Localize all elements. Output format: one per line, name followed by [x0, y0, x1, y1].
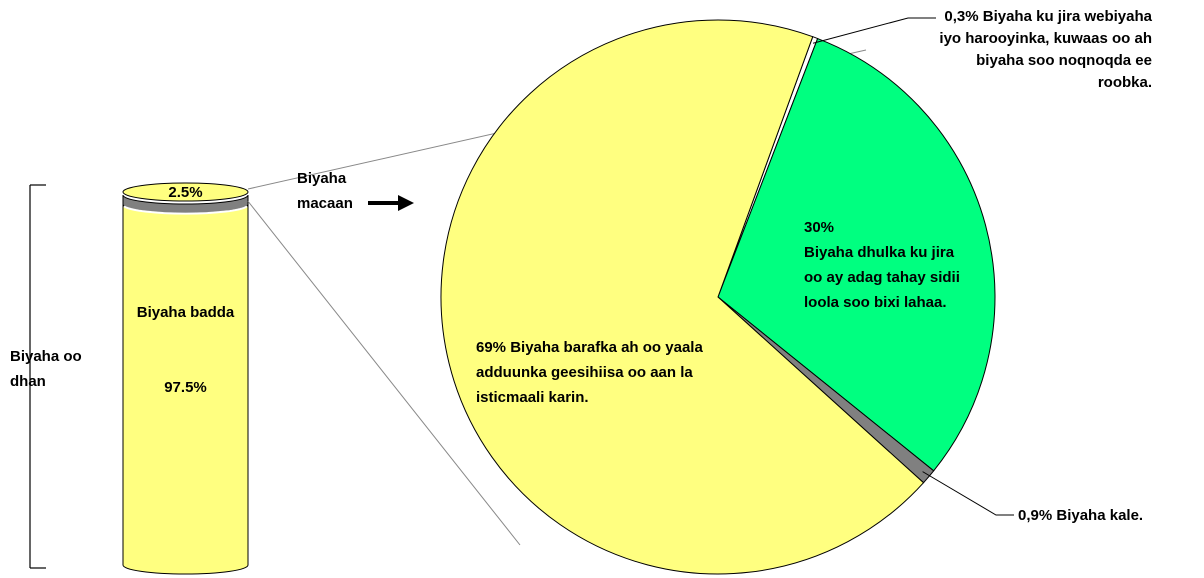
value: 97.5%	[164, 379, 207, 396]
value-label: 97.5%	[123, 375, 248, 400]
category: Biyaha badda	[137, 304, 235, 321]
category: Biyaha barafka ah oo yaala adduunka gees…	[476, 339, 703, 406]
total-label: Biyaha oo dhan	[10, 344, 100, 394]
value: 69%	[476, 339, 506, 356]
category: Biyaha dhulka ku jira oo ay adag tahay s…	[804, 244, 960, 311]
value: 30%	[804, 219, 834, 236]
figure: 2.5% Biyaha oo dhan Biyaha macaan Biyaha…	[0, 0, 1204, 578]
label-leader	[923, 472, 1014, 515]
label-leader	[813, 18, 936, 43]
category: Biyaha kale.	[1056, 507, 1143, 524]
value-label: 2.5%	[168, 184, 202, 201]
slice-label: 69% Biyaha barafka ah oo yaala adduunka …	[476, 335, 716, 410]
slice-label: 0,3% Biyaha ku jira webiyaha iyo harooyi…	[930, 6, 1152, 94]
slice-label: 0,9% Biyaha kale.	[1018, 503, 1204, 528]
value: 0,3%	[944, 8, 978, 25]
slice-label: 30% Biyaha dhulka ku jira oo ay adag taha…	[804, 215, 974, 315]
fresh-water-label: Biyaha macaan	[297, 166, 377, 216]
category-label: Biyaha badda	[123, 300, 248, 325]
value: 0,9%	[1018, 507, 1052, 524]
